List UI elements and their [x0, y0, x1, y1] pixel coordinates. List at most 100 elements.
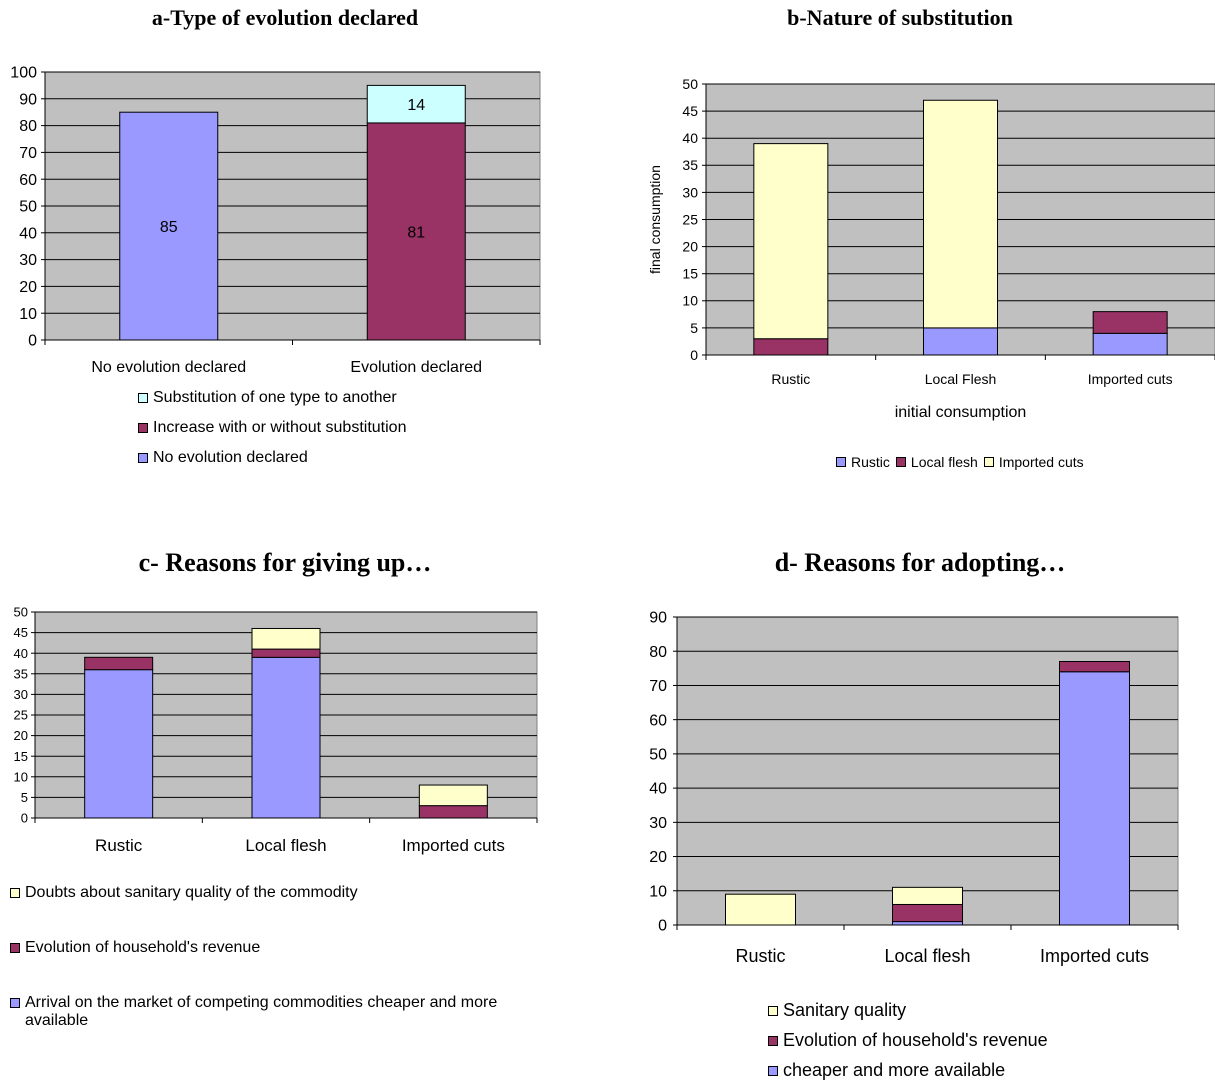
- legend-swatch: [768, 1006, 778, 1016]
- bar-d-1-1: [892, 903, 963, 923]
- chart-c-legend: Doubts about sanitary quality of the com…: [10, 884, 570, 1034]
- legend-swatch: [895, 457, 906, 467]
- y-tick-label: 60: [649, 712, 667, 729]
- legend-item: Arrival on the market of competing commo…: [10, 994, 535, 1030]
- chart-c: 0 5 10 15 20 25 30 35 40 45 50 Rustic Local flesh Imp…: [14, 605, 538, 855]
- bar-c-1-2: [251, 627, 321, 650]
- bar-a-1-1: [366, 122, 466, 341]
- chart-b-legend: Rustic Local flesh Imported cuts: [836, 454, 1136, 474]
- chart-a-title: a-Type of evolution declared: [151, 5, 419, 30]
- legend-swatch: [768, 1036, 778, 1046]
- y-tick-label: 0: [658, 918, 667, 935]
- y-tick-label: 40: [649, 781, 667, 798]
- chart-a-legend: Substitution of one type to another Incre…: [138, 389, 518, 475]
- x-tick-label: Imported cuts: [1040, 946, 1149, 966]
- chart-d: 0 10 20 30 40 50 60 70 80 90 Rustic Local flesh Impo…: [649, 610, 1179, 966]
- legend-label: No evolution declared: [153, 449, 308, 466]
- x-tick-label: Imported cuts: [402, 836, 505, 855]
- legend-item: Evolution of household's revenue: [768, 1030, 1048, 1051]
- y-tick-label: 50: [14, 605, 28, 620]
- x-tick-label: Rustic: [735, 946, 785, 966]
- legend-label: Evolution of household's revenue: [783, 1030, 1048, 1050]
- y-tick-label: 10: [14, 769, 28, 784]
- chart-d-title: d- Reasons for adopting…: [774, 548, 1066, 577]
- y-tick-label: 0: [28, 333, 37, 350]
- x-tick-label: Local flesh: [884, 946, 970, 966]
- x-tick-label: Rustic: [771, 371, 810, 387]
- bar-c-1-0: [251, 656, 321, 819]
- y-tick-label: 15: [14, 749, 28, 764]
- y-tick-label: 5: [21, 790, 28, 805]
- y-tick-label: 90: [19, 91, 37, 108]
- legend-label: Rustic: [851, 454, 890, 470]
- legend-item: No evolution declared: [138, 449, 308, 467]
- legend-swatch: [10, 943, 20, 953]
- legend-item: Rustic: [836, 454, 890, 470]
- legend-label: Substitution of one type to another: [153, 389, 397, 406]
- legend-label: Local flesh: [910, 454, 978, 470]
- chart-c-title: c- Reasons for giving up…: [138, 548, 432, 577]
- y-axis-title: final consumption: [647, 165, 663, 274]
- legend-swatch: [10, 998, 20, 1008]
- legend-item: cheaper and more available: [768, 1060, 1005, 1081]
- y-tick-label: 45: [14, 625, 28, 640]
- legend-item: Local flesh: [895, 454, 978, 470]
- y-tick-label: 20: [19, 279, 37, 296]
- legend-item: Imported cuts: [983, 454, 1084, 470]
- legend-item: Doubts about sanitary quality of the com…: [10, 884, 358, 902]
- x-tick-label: Local flesh: [245, 836, 326, 855]
- y-tick-label: 40: [682, 130, 698, 146]
- x-tick-label: Rustic: [95, 836, 143, 855]
- bar-d-1-0: [892, 921, 963, 926]
- legend-label: Evolution of household's revenue: [25, 939, 261, 956]
- y-tick-label: 30: [19, 252, 37, 269]
- y-tick-label: 0: [690, 347, 698, 363]
- y-tick-label: 50: [682, 76, 698, 92]
- y-tick-label: 70: [649, 678, 667, 695]
- y-tick-label: 5: [690, 320, 698, 336]
- legend-item: Evolution of household's revenue: [10, 939, 260, 957]
- y-tick-label: 25: [14, 708, 28, 723]
- legend-swatch: [138, 423, 148, 433]
- legend-label: Sanitary quality: [783, 1000, 907, 1020]
- y-tick-label: 50: [19, 199, 37, 216]
- y-tick-label: 35: [14, 666, 28, 681]
- y-tick-label: 15: [682, 266, 698, 282]
- y-tick-label: 0: [21, 811, 28, 826]
- bar-c-0-1: [84, 656, 154, 671]
- bar-c-2-2: [418, 784, 488, 807]
- chart-d-legend: Sanitary quality Evolution of household's…: [768, 1000, 1148, 1086]
- x-tick-label: Imported cuts: [1088, 371, 1173, 387]
- legend-swatch: [138, 453, 148, 463]
- bar-c-0-0: [84, 669, 154, 819]
- bar-b-0-2: [753, 143, 829, 340]
- data-label: 85: [160, 219, 178, 236]
- y-tick-label: 80: [19, 118, 37, 135]
- legend-swatch: [768, 1066, 778, 1076]
- bar-a-1-2: [366, 84, 466, 124]
- bar-a-0-0: [119, 111, 219, 341]
- legend-item: Substitution of one type to another: [138, 389, 397, 407]
- y-tick-label: 10: [649, 883, 667, 900]
- x-axis-title: initial consumption: [895, 404, 1027, 421]
- bar-b-1-0: [923, 327, 998, 356]
- y-tick-label: 10: [19, 306, 37, 323]
- y-tick-label: 10: [682, 293, 698, 309]
- y-tick-label: 80: [649, 644, 667, 661]
- y-tick-label: 30: [14, 687, 28, 702]
- legend-label: Imported cuts: [998, 454, 1084, 470]
- legend-label: Doubts about sanitary quality of the com…: [25, 884, 358, 901]
- y-tick-label: 30: [649, 815, 667, 832]
- legend-label: Increase with or without substitution: [153, 419, 407, 436]
- chart-a: 0 10 20 30 40 50 60 70 80 90 100 No evolution decla…: [10, 65, 541, 376]
- y-tick-label: 90: [649, 610, 667, 627]
- y-tick-label: 100: [10, 65, 37, 82]
- legend-swatch: [983, 457, 994, 467]
- x-tick-label: Local Flesh: [925, 371, 997, 387]
- y-tick-label: 40: [19, 225, 37, 242]
- y-tick-label: 45: [682, 103, 698, 119]
- y-tick-label: 70: [19, 145, 37, 162]
- y-tick-label: 60: [19, 172, 37, 189]
- legend-item: Sanitary quality: [768, 1000, 906, 1021]
- y-tick-label: 50: [649, 746, 667, 763]
